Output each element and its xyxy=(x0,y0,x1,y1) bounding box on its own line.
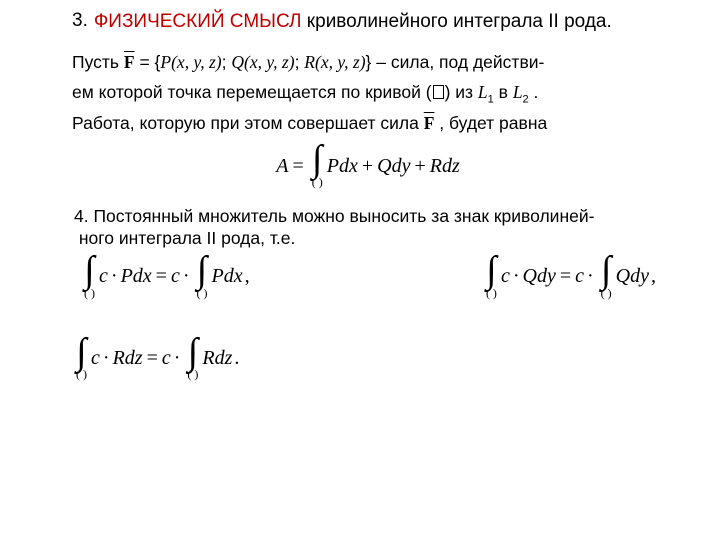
section-3-title-red: ФИЗИЧЕСКИЙ СМЫСЛ xyxy=(94,11,302,32)
txt: ем которой точка перемещается по кривой … xyxy=(72,82,432,102)
txt: в xyxy=(494,82,513,102)
sym-A: A xyxy=(276,155,288,178)
args: (x, y, z) xyxy=(171,52,222,72)
formula-cR: ∫( ) c·Rdz = c· ∫( ) Rdz. xyxy=(72,335,664,382)
args: (x, y, z) xyxy=(244,52,295,72)
fn-R: R xyxy=(304,52,315,72)
eq: = xyxy=(288,155,307,178)
point-L2: L xyxy=(513,82,523,102)
plus: + xyxy=(358,155,377,178)
placeholder-icon xyxy=(433,85,444,99)
int-sub: ( ) xyxy=(312,175,323,190)
txt: ) из xyxy=(445,82,478,102)
args: (x, y, z) xyxy=(315,52,366,72)
txt: Пусть xyxy=(72,52,124,72)
section-3-heading: 3. ФИЗИЧЕСКИЙ СМЫСЛ криволинейного интег… xyxy=(72,10,664,34)
txt: = { xyxy=(135,52,161,72)
vector-F: F xyxy=(424,113,435,133)
integral-sign: ∫ ( ) xyxy=(312,142,323,189)
term-Pdx: Pdx xyxy=(327,155,358,178)
formula-cP: ∫( ) c·Pdx = c· ∫( ) Pdx, xyxy=(80,253,250,300)
txt: – сила, под действи- xyxy=(371,52,544,72)
section-4-text: 4. Постоянный множитель можно выносить з… xyxy=(72,206,664,250)
paragraph-force: Пусть F = {P(x, y, z); Q(x, y, z); R(x, … xyxy=(72,48,664,139)
plus: + xyxy=(410,155,429,178)
formula-work: A = ∫ ( ) Pdx + Qdy + Rdz xyxy=(72,142,664,189)
txt: ; xyxy=(222,52,232,72)
fn-Q: Q xyxy=(231,52,244,72)
term-Rdz: Rdz xyxy=(430,155,460,178)
section-3-title-tail: криволинейного интеграла II рода. xyxy=(302,11,612,32)
section-3-number: 3. xyxy=(72,10,94,32)
txt: , будет равна xyxy=(434,113,547,133)
sec4-line2: ного интеграла II рода, т.е. xyxy=(79,228,296,248)
fn-P: P xyxy=(160,52,171,72)
section-3-title: ФИЗИЧЕСКИЙ СМЫСЛ криволинейного интеграл… xyxy=(94,10,612,34)
txt: Работа, которую при этом совершает сила xyxy=(72,113,424,133)
sec4-line1: 4. Постоянный множитель можно выносить з… xyxy=(74,206,594,226)
vector-F: F xyxy=(124,52,135,72)
txt: ; xyxy=(295,52,305,72)
point-L1: L xyxy=(478,82,488,102)
page: 3. ФИЗИЧЕСКИЙ СМЫСЛ криволинейного интег… xyxy=(0,0,720,540)
formula-cQ: ∫( ) c·Qdy = c· ∫( ) Qdy, xyxy=(482,253,656,300)
txt: . xyxy=(529,82,539,102)
term-Qdy: Qdy xyxy=(377,155,410,178)
formula-pair-row: ∫( ) c·Pdx = c· ∫( ) Pdx, ∫( ) c·Qdy = c… xyxy=(72,253,664,300)
